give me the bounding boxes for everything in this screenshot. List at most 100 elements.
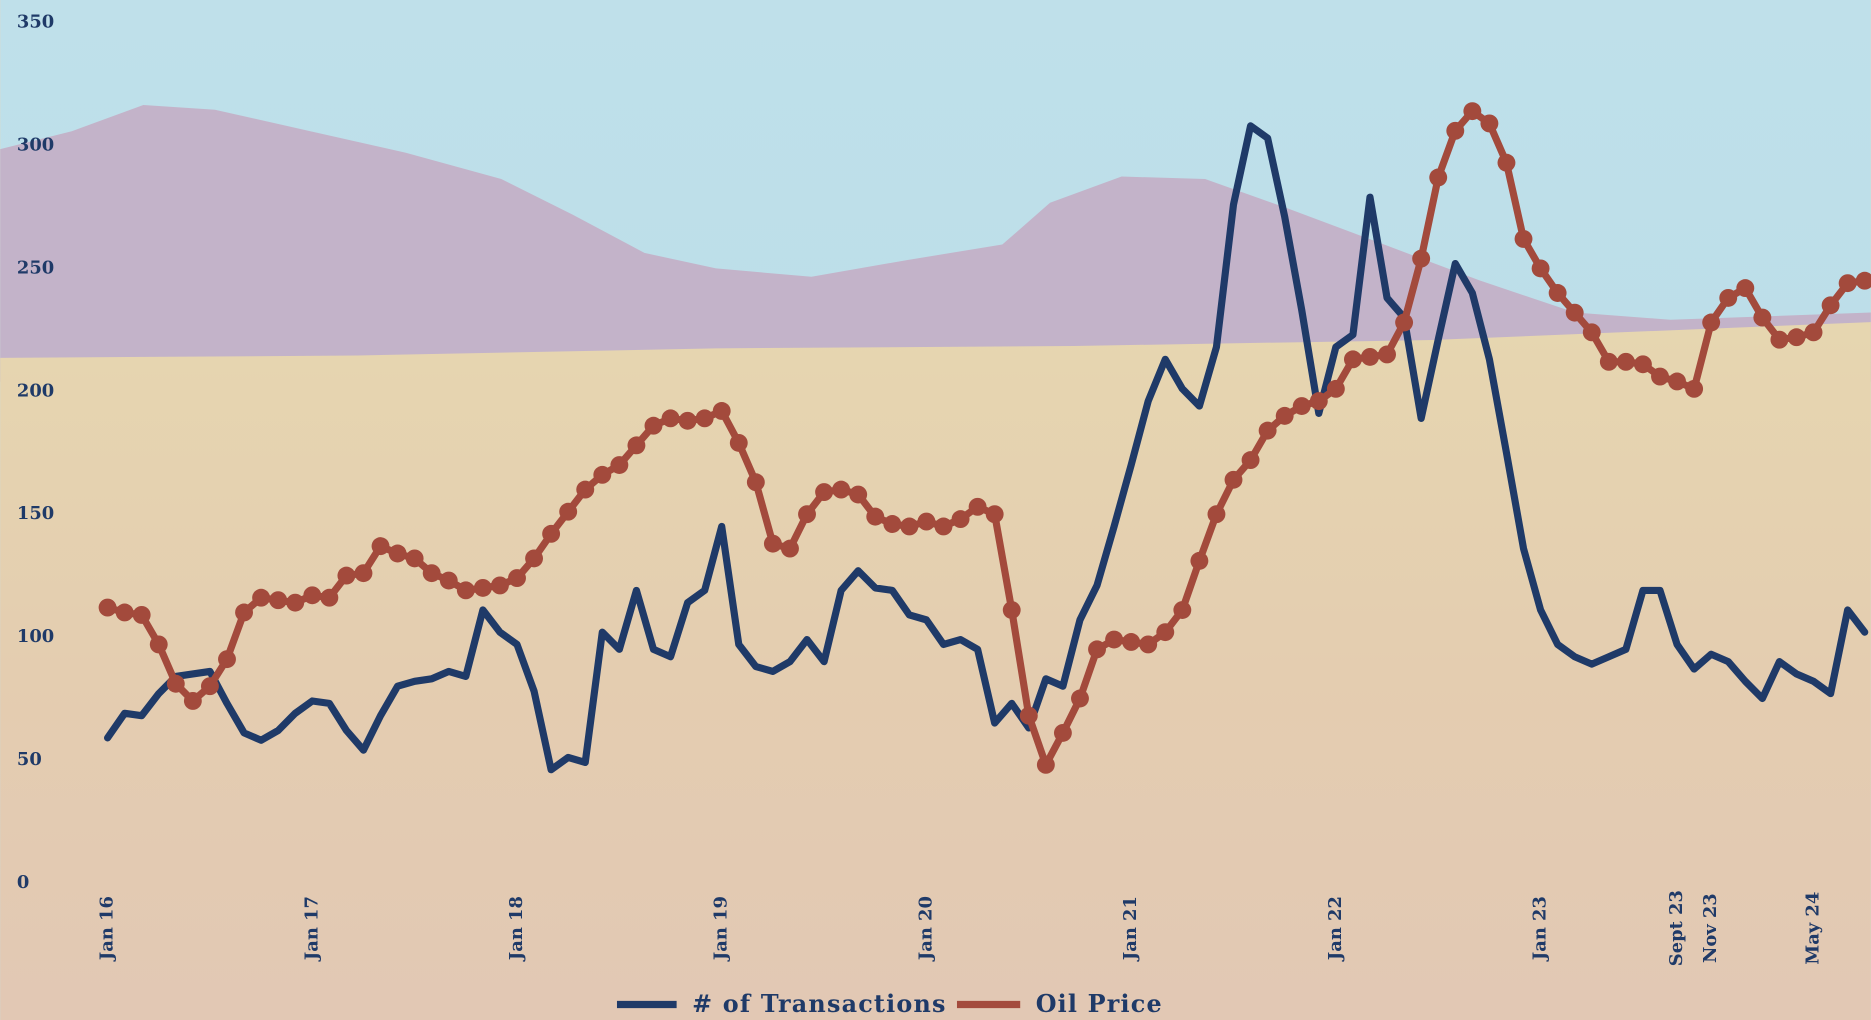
x-tick-label: Jan 21 [1120, 896, 1141, 962]
point [1753, 309, 1771, 327]
point [389, 545, 407, 563]
y-tick-label: 300 [17, 135, 54, 156]
point [1088, 640, 1106, 658]
y-tick-label: 50 [17, 749, 42, 770]
point [798, 505, 816, 523]
point [133, 606, 151, 624]
legend-label: Oil Price [1036, 990, 1163, 1018]
point [440, 572, 458, 590]
point [1532, 259, 1550, 277]
point [1839, 274, 1857, 292]
point [1173, 601, 1191, 619]
point [969, 498, 987, 516]
point [201, 677, 219, 695]
x-tick-label: Jan 22 [1325, 896, 1346, 962]
point [303, 586, 321, 604]
point [1583, 323, 1601, 341]
point [1071, 690, 1089, 708]
y-tick-label: 100 [17, 626, 54, 647]
x-tick-label: Sept 23 [1666, 890, 1687, 966]
point [815, 483, 833, 501]
point [1600, 353, 1618, 371]
point [491, 576, 509, 594]
point [917, 513, 935, 531]
point [1668, 373, 1686, 391]
point [1685, 380, 1703, 398]
point [1480, 114, 1498, 132]
y-tick-label: 150 [17, 503, 54, 524]
point [1446, 122, 1464, 140]
legend-label: # of Transactions [692, 990, 947, 1018]
point [1259, 422, 1277, 440]
point [1566, 304, 1584, 322]
point [406, 549, 424, 567]
point [235, 604, 253, 622]
point [286, 594, 304, 612]
background [0, 0, 1871, 1020]
page: {"chart_data": { "type": "line", "catego… [0, 0, 1871, 1020]
point [1634, 355, 1652, 373]
point [1788, 328, 1806, 346]
point [1156, 623, 1174, 641]
point [866, 508, 884, 526]
point [1139, 635, 1157, 653]
y-tick-label: 350 [17, 12, 54, 33]
point [900, 518, 918, 536]
point [355, 564, 373, 582]
point [781, 540, 799, 558]
point [1805, 323, 1823, 341]
point [1225, 471, 1243, 489]
point [1208, 505, 1226, 523]
point [593, 466, 611, 484]
point [1719, 289, 1737, 307]
point [1122, 633, 1140, 651]
point [184, 692, 202, 710]
point [1702, 314, 1720, 332]
point [645, 417, 663, 435]
point [1327, 380, 1345, 398]
point [1037, 756, 1055, 774]
point [1361, 348, 1379, 366]
point [1549, 284, 1567, 302]
point [1310, 392, 1328, 410]
y-tick-label: 250 [17, 257, 54, 278]
point [1395, 314, 1413, 332]
point [269, 591, 287, 609]
point [457, 581, 475, 599]
point [474, 579, 492, 597]
point [99, 599, 117, 617]
point [1412, 250, 1430, 268]
point [747, 473, 765, 491]
point [508, 569, 526, 587]
point [1105, 631, 1123, 649]
point [576, 481, 594, 499]
y-tick-label: 200 [17, 380, 54, 401]
point [662, 409, 680, 427]
point [320, 589, 338, 607]
x-tick-label: Jan 19 [711, 896, 732, 962]
point [883, 515, 901, 533]
point [1770, 331, 1788, 349]
point [1293, 397, 1311, 415]
point [713, 402, 731, 420]
point [167, 675, 185, 693]
point [1003, 601, 1021, 619]
point [1463, 102, 1481, 120]
point [1378, 345, 1396, 363]
x-tick-label: Jan 17 [301, 896, 322, 962]
point [986, 505, 1004, 523]
point [1515, 230, 1533, 248]
point [696, 409, 714, 427]
point [1617, 353, 1635, 371]
point [1190, 552, 1208, 570]
chart: 050100150200250300350Jan 16Jan 17Jan 18J… [0, 0, 1871, 1020]
y-tick-label: 0 [17, 872, 29, 893]
point [337, 567, 355, 585]
x-tick-label: May 24 [1803, 892, 1824, 965]
point [423, 564, 441, 582]
legend: # of Transactions Oil Price [617, 990, 1163, 1018]
point [218, 650, 236, 668]
point [116, 604, 134, 622]
point [1276, 407, 1294, 425]
point [1242, 451, 1260, 469]
